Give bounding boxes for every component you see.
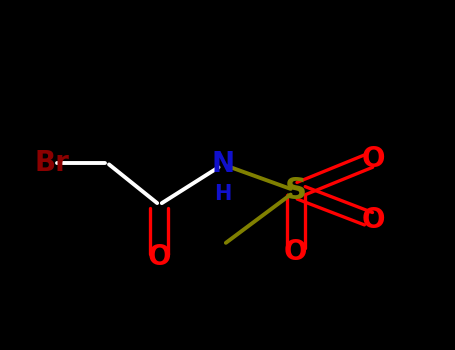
Text: S: S: [285, 176, 307, 205]
Text: Br: Br: [35, 149, 70, 177]
Text: O: O: [284, 238, 308, 266]
Text: O: O: [147, 243, 171, 271]
Text: N: N: [212, 150, 234, 178]
Text: H: H: [214, 184, 232, 204]
Text: O: O: [361, 145, 385, 173]
Text: O: O: [361, 206, 385, 235]
